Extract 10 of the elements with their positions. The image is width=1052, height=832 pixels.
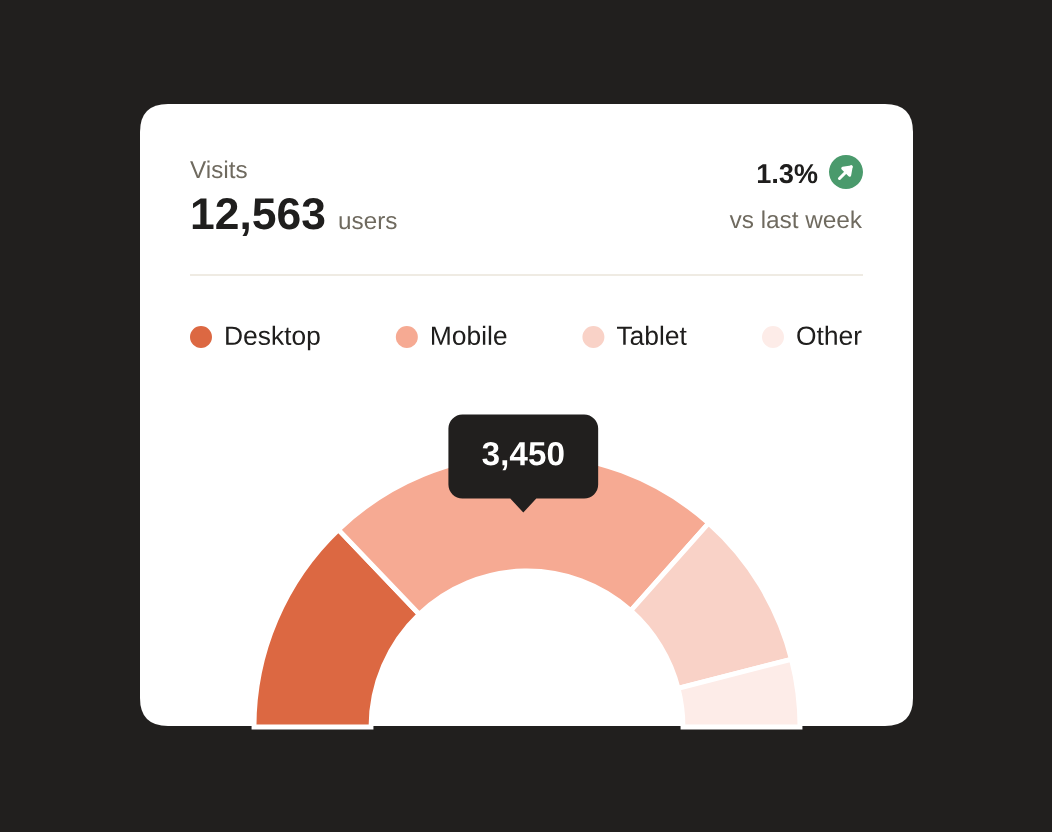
data-label: 3,450 <box>482 441 564 471</box>
legend-label: Mobile <box>432 325 507 346</box>
text: 1.3% <box>757 164 818 184</box>
text: 12,563 <box>192 197 325 236</box>
chart-title: Visits <box>190 160 247 179</box>
legend-label: Other <box>797 325 862 346</box>
legend-label: Desktop <box>226 325 320 351</box>
legend-label: Tablet <box>617 325 687 346</box>
text: vs last week <box>729 210 863 229</box>
text: users <box>339 215 397 230</box>
